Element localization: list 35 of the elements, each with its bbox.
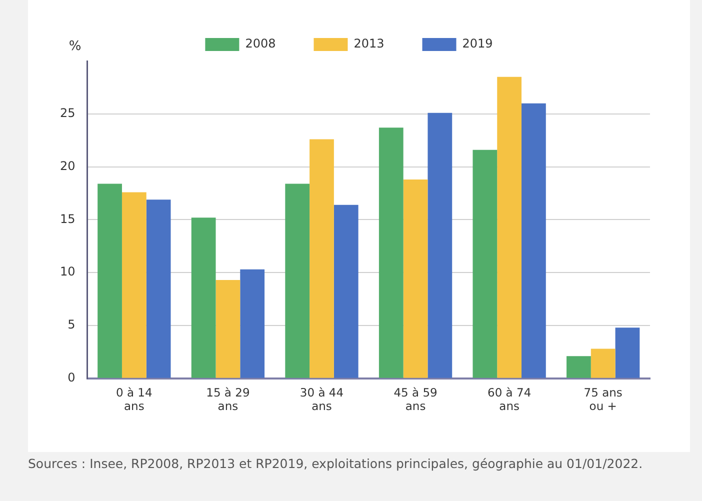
y-axis-title: %	[68, 38, 82, 54]
bar	[98, 184, 122, 378]
bar	[240, 269, 265, 378]
y-tick-label: 0	[68, 370, 76, 385]
source-note: Sources : Insee, RP2008, RP2013 et RP2019, exploitations principales, géographie au 01/01/2022.	[28, 455, 644, 472]
bar	[285, 184, 310, 378]
y-tick-label: 15	[60, 212, 76, 226]
y-tick-label: 10	[60, 264, 76, 279]
bar	[522, 103, 546, 378]
bar	[310, 139, 334, 378]
legend-label: 2019	[462, 36, 493, 51]
y-tick-label: 5	[68, 318, 76, 332]
y-tick-label: 25	[60, 106, 76, 120]
x-tick-label: 15 à 29 ans	[206, 385, 250, 414]
legend-label: 2008	[245, 36, 276, 51]
legend-label: 2013	[354, 36, 384, 51]
x-tick-label: 60 à 74 ans	[488, 385, 532, 414]
bar	[472, 150, 498, 378]
bar	[403, 179, 428, 378]
bar	[216, 280, 240, 378]
y-tick-label: 20	[60, 158, 76, 173]
bar	[590, 348, 616, 378]
bar	[146, 200, 171, 378]
bar	[334, 204, 358, 378]
x-tick-label: 75 ans ou +	[584, 385, 622, 414]
bar	[378, 128, 404, 378]
bar	[497, 76, 522, 378]
x-tick-label: 0 à 14 ans	[116, 385, 152, 414]
x-tick-label: 45 à 59 ans	[394, 385, 438, 414]
bar	[566, 356, 591, 378]
bar	[191, 218, 216, 378]
bar	[615, 328, 640, 378]
bar	[122, 192, 146, 378]
bar	[428, 112, 452, 378]
x-tick-label: 30 à 44 ans	[300, 385, 344, 414]
